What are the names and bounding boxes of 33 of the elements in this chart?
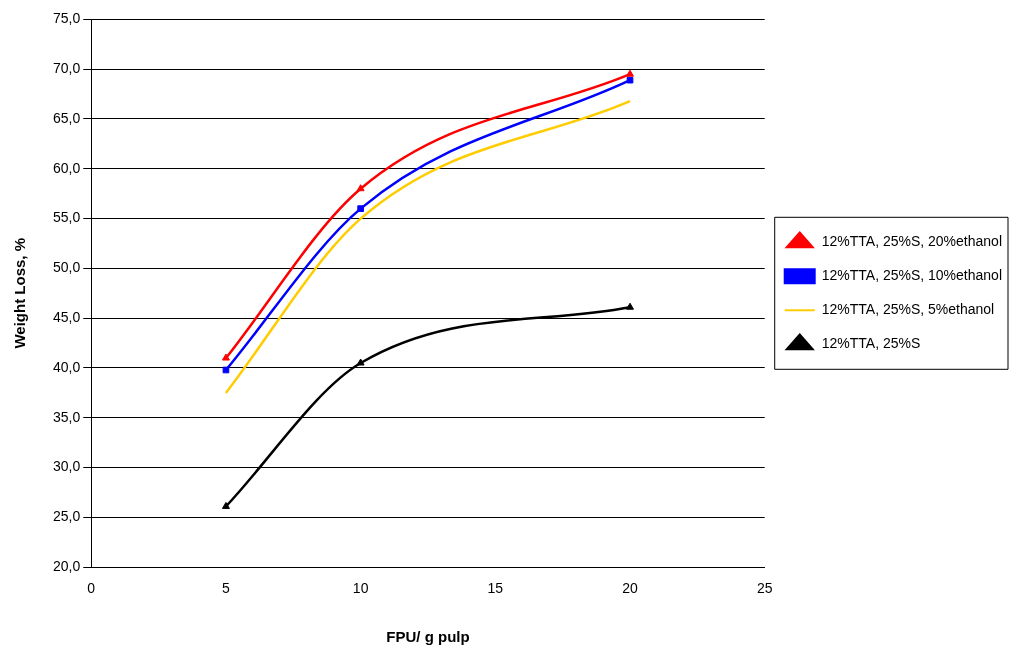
legend-label: 12%TTA, 25%S, 10%ethanol	[821, 267, 1003, 284]
y-tick-label: 65,0	[53, 109, 81, 126]
legend-label: 12%TTA, 25%S, 20%ethanol	[821, 233, 1003, 250]
y-tick-label: 30,0	[53, 458, 81, 475]
x-tick-label: 0	[87, 580, 96, 597]
x-tick-label: 5	[222, 580, 231, 597]
y-tick-label: 45,0	[53, 309, 81, 326]
point	[221, 501, 230, 509]
y-tick-label: 70,0	[53, 60, 81, 77]
point	[357, 205, 364, 212]
point	[626, 69, 634, 77]
x-axis-title: FPU/ g pulp	[386, 628, 470, 646]
legend-label: 12%TTA, 25%S, 5%ethanol	[821, 301, 995, 318]
x-tick-label: 20	[622, 580, 639, 597]
y-tick-label: 20,0	[53, 558, 81, 575]
legend-label: 12%TTA, 25%S	[821, 335, 921, 352]
point	[222, 366, 230, 374]
point	[221, 353, 230, 361]
point	[626, 302, 634, 310]
y-tick-label: 35,0	[53, 408, 81, 425]
x-tick-label: 15	[487, 580, 504, 597]
y-tick-label: 25,0	[53, 508, 81, 525]
y-tick-label: 55,0	[53, 209, 81, 226]
y-axis-title: Weight Loss, %	[11, 238, 29, 349]
point	[356, 184, 365, 192]
y-tick-label: 40,0	[53, 358, 81, 375]
y-tick-label: 75,0	[53, 10, 81, 27]
y-tick-label: 50,0	[53, 259, 81, 276]
x-tick-label: 10	[352, 580, 369, 597]
point	[626, 76, 634, 84]
x-tick-label: 25	[756, 580, 773, 597]
y-tick-label: 60,0	[53, 159, 81, 176]
point	[356, 358, 365, 366]
